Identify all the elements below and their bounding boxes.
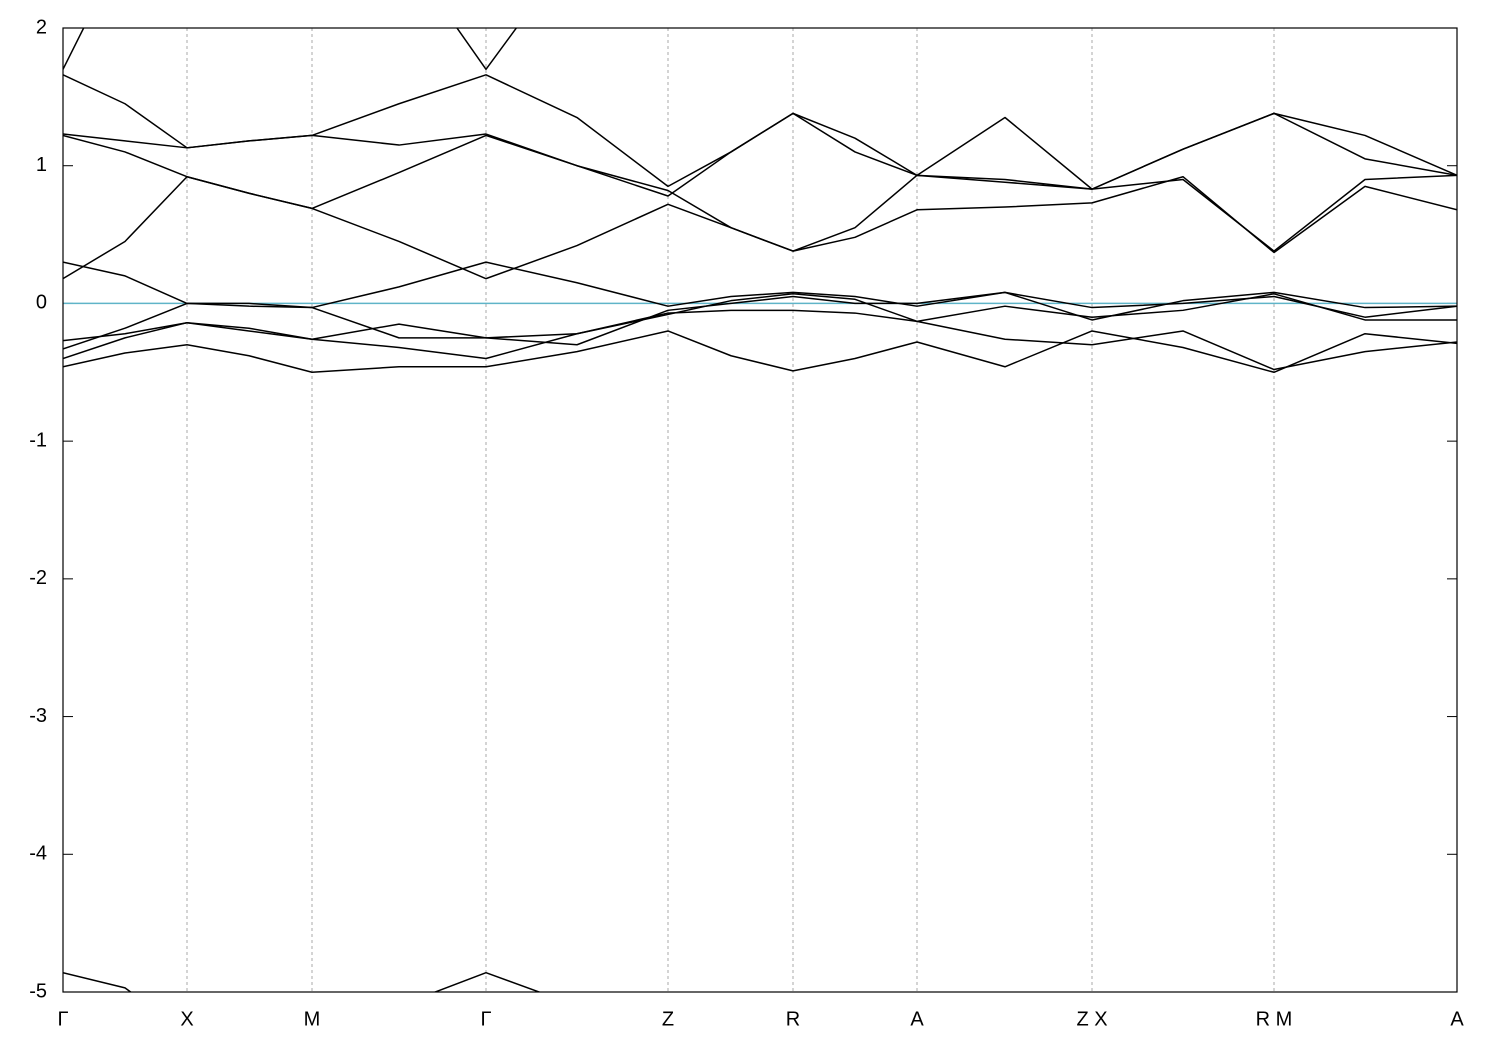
y-tick-label: -4 xyxy=(29,843,47,865)
labels: -5 -4 -3 -2 -1 0 1 2 Γ X M Γ Z R A Z X R M A xyxy=(29,16,1464,1030)
y-tick-label: -2 xyxy=(29,567,47,589)
x-tick-label: X xyxy=(180,1008,193,1030)
band-line xyxy=(63,28,518,71)
x-tick-label: R M xyxy=(1256,1008,1293,1030)
band-line xyxy=(63,74,1457,190)
y-tick-label: 0 xyxy=(36,292,47,314)
band-line xyxy=(63,261,1457,321)
band-line xyxy=(63,291,1457,350)
y-tick-label: -3 xyxy=(29,705,47,727)
plot-area xyxy=(63,28,1457,992)
y-tick-label: 1 xyxy=(36,154,47,176)
y-tick-label: -5 xyxy=(29,980,47,1002)
band-line xyxy=(63,133,1457,252)
band-line xyxy=(63,309,1457,371)
x-tick-label: M xyxy=(304,1008,321,1030)
grid xyxy=(62,27,1458,993)
y-tick-label: -1 xyxy=(29,429,47,451)
x-tick-label: A xyxy=(910,1008,924,1030)
x-tick-label: Z xyxy=(662,1008,674,1030)
x-tick-label: Γ xyxy=(57,1008,68,1030)
x-tick-label: A xyxy=(1450,1008,1464,1030)
band-line xyxy=(63,112,1457,210)
band-line xyxy=(63,175,1457,280)
y-tick-label: 2 xyxy=(36,16,47,38)
band-line xyxy=(63,971,542,992)
band-line xyxy=(63,330,1457,374)
x-tick-label: Γ xyxy=(480,1008,491,1030)
band-line xyxy=(63,293,1457,342)
x-tick-label: R xyxy=(786,1008,800,1030)
x-tick-label: Z X xyxy=(1076,1008,1107,1030)
plot-frame xyxy=(62,27,1458,993)
